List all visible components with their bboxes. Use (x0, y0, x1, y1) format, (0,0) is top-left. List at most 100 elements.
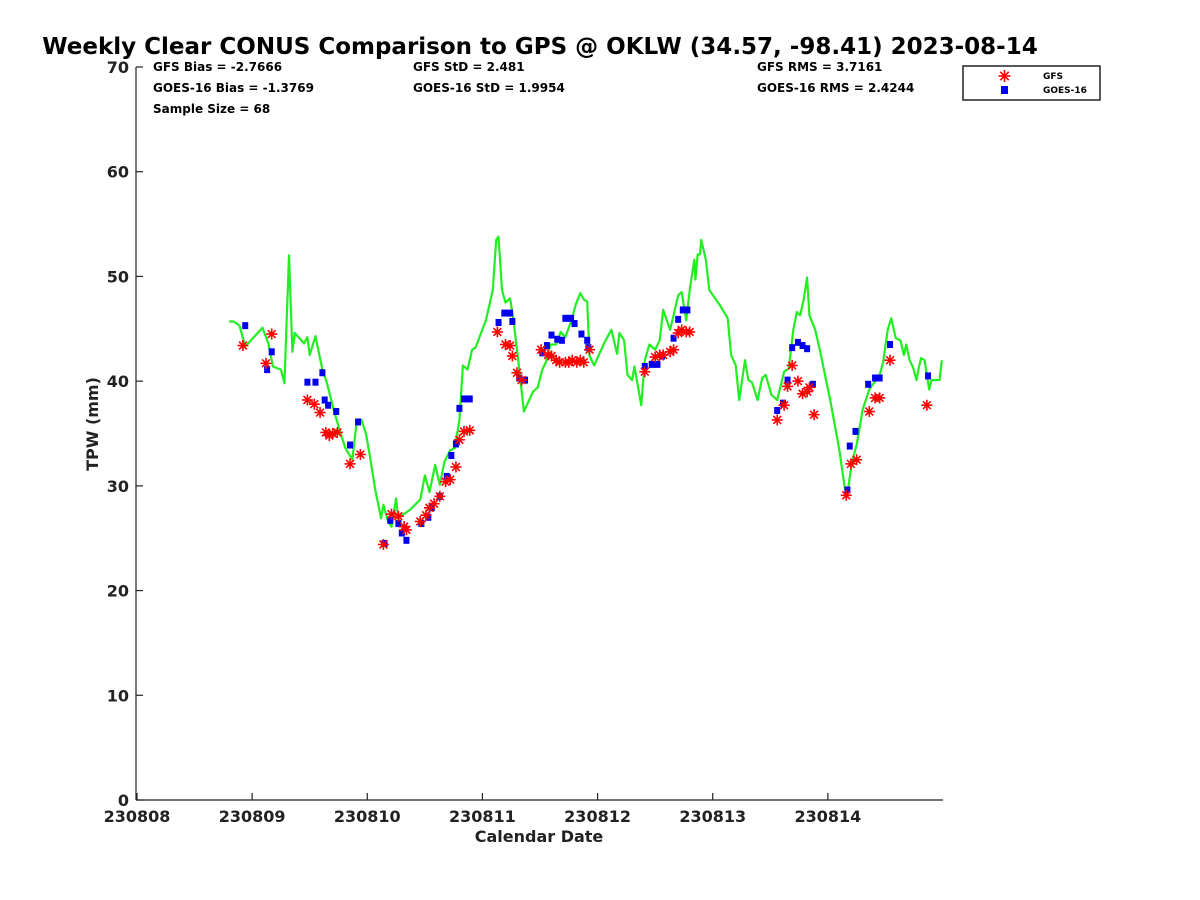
gfs-data-point (450, 461, 462, 473)
gfs-data-point (803, 381, 815, 393)
gfs-data-point (639, 366, 651, 378)
legend-box (962, 65, 1101, 101)
goes16-data-point (325, 401, 332, 409)
y-tick-label: 0 (118, 791, 129, 810)
asterisk-stroke (505, 341, 515, 350)
asterisk-stroke (547, 351, 556, 361)
asterisk-stroke (355, 449, 365, 459)
sample-size-text: Sample Size = 68 (153, 102, 270, 116)
chart-title: Weekly Clear CONUS Comparison to GPS @ O… (42, 34, 1038, 60)
goes16-data-point (846, 442, 853, 450)
asterisk-stroke (579, 357, 589, 367)
goes16-data-point (887, 340, 894, 348)
asterisk-stroke (875, 393, 885, 403)
gfs-data-point (237, 340, 249, 352)
asterisk-stroke (401, 525, 411, 535)
goes16-data-point (495, 319, 502, 327)
legend-gfs-label: GFS (1043, 72, 1063, 82)
gfs-data-point (504, 340, 516, 352)
gfs-data-point (511, 367, 523, 379)
goes16-data-point (844, 486, 851, 494)
y-tick-label: 40 (107, 372, 129, 391)
y-tick-label: 50 (107, 267, 129, 286)
asterisk-stroke (492, 327, 502, 337)
goes16-data-point (562, 314, 569, 322)
goes16-data-point (509, 317, 516, 325)
gfs-data-point (684, 326, 696, 338)
gfs-data-point (266, 328, 278, 340)
goes16-data-point (794, 338, 801, 346)
goes16-data-point (456, 404, 463, 412)
gfs-data-point (444, 474, 456, 486)
goes16-data-point (395, 520, 402, 528)
goes16-data-point (507, 309, 514, 317)
gfs-data-point (808, 409, 820, 421)
asterisk-stroke (846, 459, 856, 469)
goes16-data-point (448, 451, 455, 459)
stats-block: GFS Bias = -2.7666 GOES-16 Bias = -1.376… (153, 60, 914, 116)
goes16-data-point (321, 396, 328, 404)
gfs-data-point (354, 448, 366, 460)
asterisk-stroke (378, 540, 388, 549)
goes16-data-point (319, 369, 326, 377)
goes16-data-point (584, 336, 591, 344)
x-axis-label: Calendar Date (475, 827, 604, 846)
gfs-data-point (778, 399, 790, 411)
asterisk-stroke (261, 358, 271, 368)
gfs-data-point (668, 344, 680, 356)
gfs-data-point (771, 414, 783, 426)
x-tick-label: 230814 (794, 807, 861, 826)
asterisk-stroke (429, 499, 439, 509)
gfs-data-point (786, 359, 798, 371)
gfs-data-point (874, 392, 886, 404)
gfs-data-point (863, 406, 875, 418)
gfs-data-point (516, 374, 528, 386)
legend-goes-marker (1001, 86, 1008, 94)
asterisk-stroke (779, 400, 789, 410)
x-tick-label: 230810 (334, 807, 401, 826)
asterisk-stroke (804, 382, 814, 392)
gfs-data-point (453, 434, 465, 446)
asterisk-stroke (809, 410, 819, 420)
asterisk-stroke (267, 329, 277, 339)
goes16-data-point (461, 395, 468, 403)
goes16-data-point (333, 408, 340, 416)
goes16-data-point (679, 306, 686, 314)
gfs-data-point (491, 326, 503, 338)
legend-gfs-asterisk (998, 70, 1011, 82)
asterisk-stroke (852, 455, 862, 465)
goes16-data-point (304, 378, 311, 386)
goes16-data-point (925, 372, 932, 380)
legend-goes-label: GOES-16 (1043, 86, 1087, 96)
gfs-data-point (400, 524, 412, 536)
y-axis-label: TPW (mm) (83, 377, 102, 471)
goes-bias-text: GOES-16 Bias = -1.3769 (153, 81, 314, 95)
gfs-data-point (392, 510, 404, 522)
asterisk-stroke (345, 459, 355, 469)
asterisk-stroke (435, 491, 445, 501)
goes16-data-point (312, 378, 319, 386)
gfs-data-point (464, 424, 476, 436)
gfs-data-point (845, 458, 857, 470)
x-tick-label: 230811 (449, 807, 516, 826)
gfs-data-point (506, 350, 518, 362)
asterisk-stroke (238, 341, 248, 350)
gfs-data-point (851, 454, 863, 466)
goes16-data-point (403, 536, 410, 544)
goes16-data-point (398, 529, 405, 537)
goes16-data-point (501, 309, 508, 317)
goes16-data-point (466, 395, 473, 403)
asterisk-stroke (772, 415, 782, 425)
goes16-data-point (784, 376, 791, 384)
x-tick-label: 230809 (219, 807, 286, 826)
asterisk-stroke (669, 345, 679, 355)
gfs-data-point (550, 354, 562, 366)
y-tick-label: 10 (107, 686, 129, 705)
asterisk-stroke (451, 462, 461, 472)
goes16-data-point (543, 342, 550, 350)
gfs-data-point (792, 375, 804, 387)
goes16-data-point (578, 330, 585, 338)
goes16-data-point (539, 349, 546, 357)
